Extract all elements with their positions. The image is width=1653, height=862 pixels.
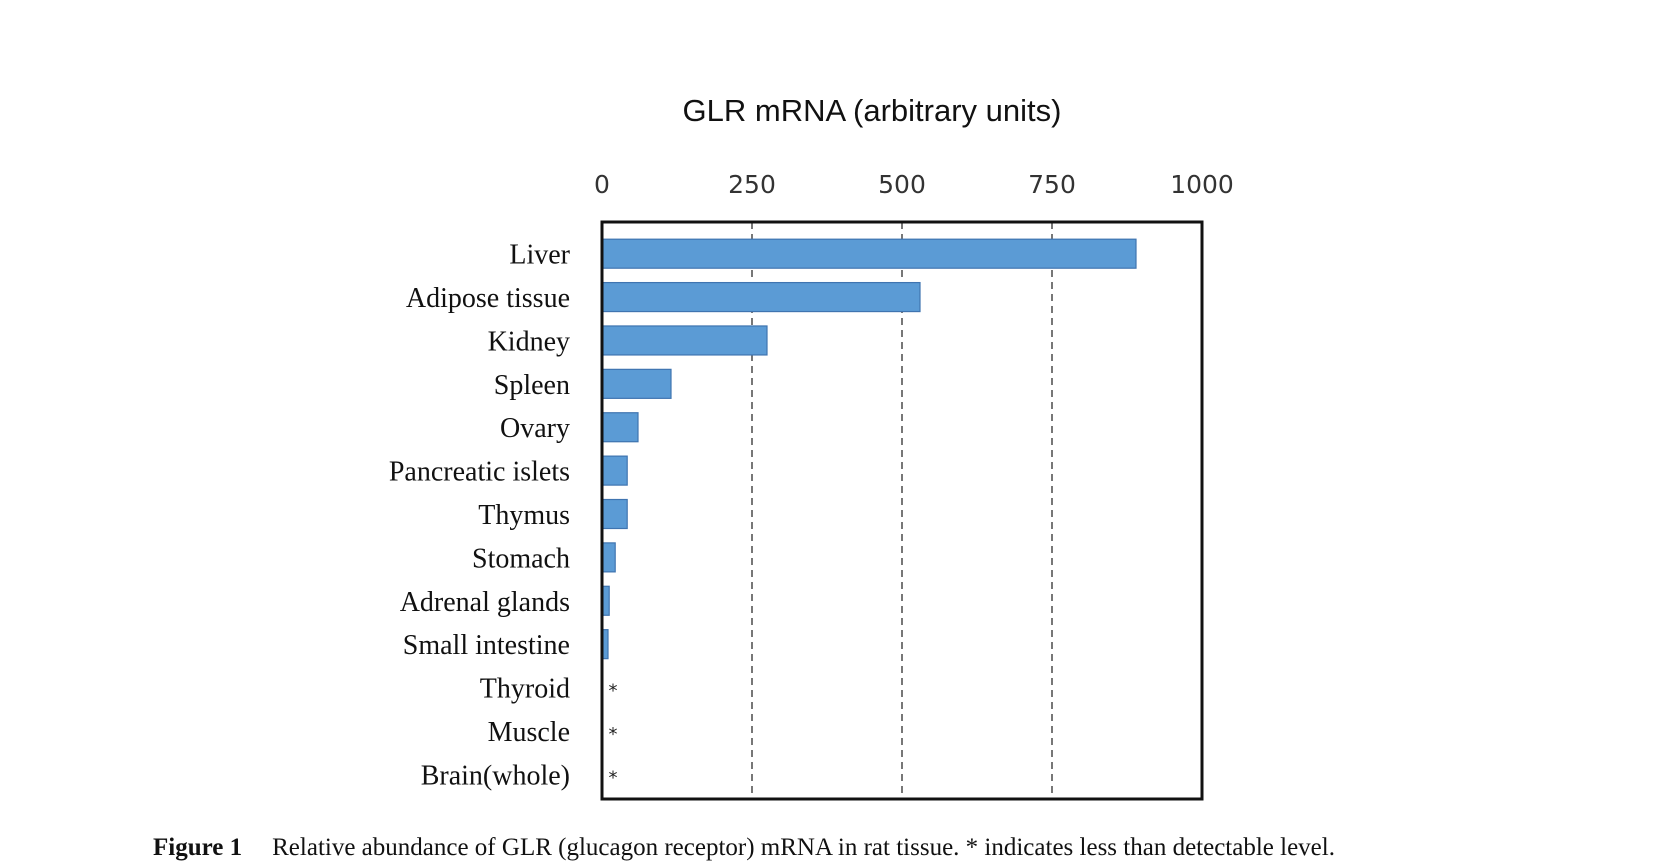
category-label: Liver <box>509 240 570 271</box>
category-label: Thyroid <box>480 674 570 705</box>
plot-frame <box>600 220 1204 801</box>
bar <box>601 498 628 530</box>
caption-text: Relative abundance of GLR (glucagon rece… <box>272 834 1335 861</box>
x-axis-ticks: 0 250 500 750 1000 <box>594 170 1234 199</box>
figure-caption: Figure 1 Relative abundance of GLR (gluca… <box>153 834 1335 862</box>
category-label: Thymus <box>478 500 570 531</box>
category-label: Adipose tissue <box>406 283 570 314</box>
x-tick-label: 500 <box>878 170 926 199</box>
gridlines <box>751 222 1053 799</box>
category-label: Stomach <box>472 543 570 574</box>
category-label: Kidney <box>488 326 570 357</box>
bar <box>601 455 628 486</box>
axis-title: GLR mRNA (arbitrary units) <box>683 93 1062 128</box>
category-label: Small intestine <box>403 630 570 661</box>
not-detected-marker: * <box>609 724 618 745</box>
category-label: Muscle <box>488 717 570 748</box>
bar <box>601 368 672 399</box>
figure-label: Figure 1 <box>153 834 243 861</box>
bar <box>601 325 768 356</box>
x-tick-label: 0 <box>594 170 610 199</box>
not-detected-marker: * <box>609 767 618 788</box>
bar <box>601 542 616 573</box>
bar <box>601 281 921 313</box>
category-label: Spleen <box>494 370 570 401</box>
x-tick-label: 750 <box>1028 170 1076 199</box>
category-label: Ovary <box>500 413 570 444</box>
bar <box>601 412 639 443</box>
bars: * * * <box>601 238 1137 788</box>
category-label: Pancreatic islets <box>389 457 570 488</box>
category-label: Brain(whole) <box>421 760 570 791</box>
not-detected-marker: * <box>609 681 618 702</box>
x-tick-label: 1000 <box>1170 170 1234 199</box>
category-labels: Liver Adipose tissue Kidney Spleen Ovary Panc… <box>389 240 571 792</box>
x-tick-label: 250 <box>728 170 776 199</box>
bar <box>601 238 1137 269</box>
category-label: Adrenal glands <box>400 587 570 618</box>
